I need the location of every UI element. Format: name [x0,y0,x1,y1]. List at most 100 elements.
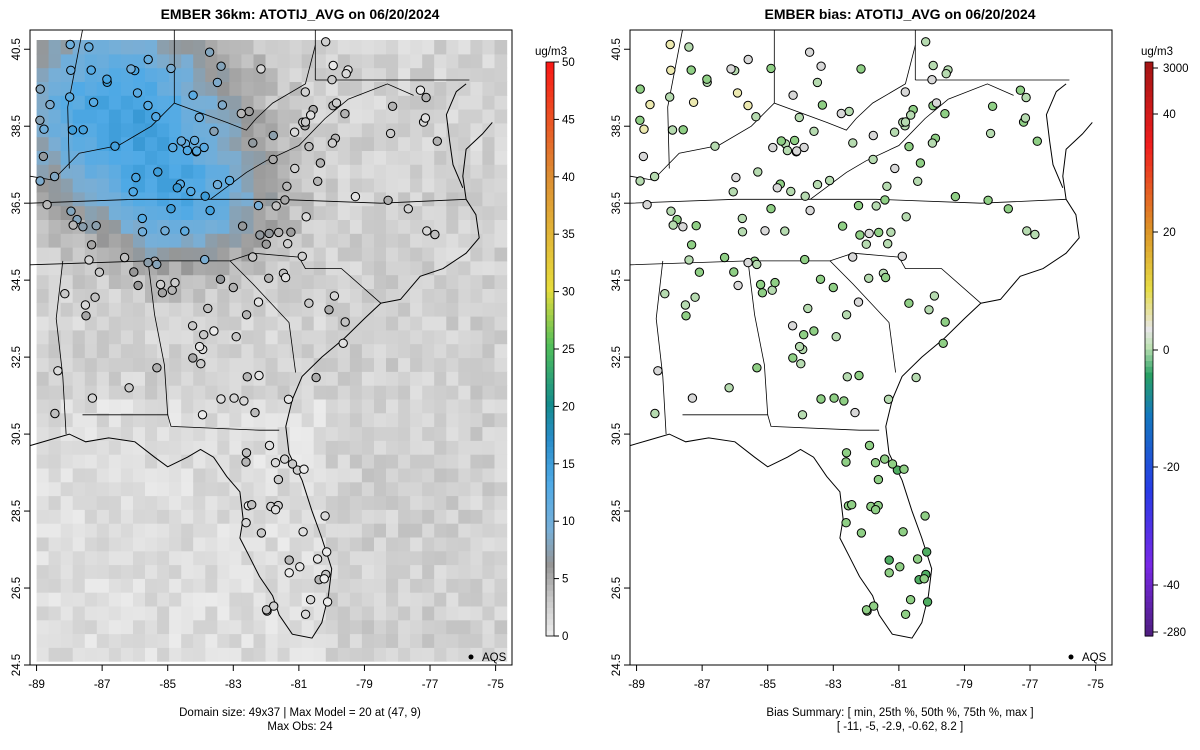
grid-cell [398,454,411,469]
grid-cell [145,81,158,96]
grid-cell [482,178,496,193]
grid-cell [374,440,387,455]
grid-cell [120,274,134,289]
grid-cell [458,274,471,289]
aqs-site-point [324,305,334,315]
aqs-site-point [295,562,305,572]
grid-cell [482,523,496,538]
grid-cell [446,523,459,538]
grid-cell [361,316,375,331]
grid-cell [410,647,423,662]
grid-cell [108,109,122,124]
grid-cell [229,647,243,662]
grid-cell [289,440,303,455]
grid-cell [325,509,339,524]
grid-cell [434,219,447,234]
grid-cell [458,495,471,510]
grid-cell [386,564,399,579]
grid-cell [229,619,243,635]
grid-cell [60,523,74,538]
grid-cell [349,509,363,524]
grid-cell [325,81,339,96]
grid-cell [72,260,86,276]
grid-cell [157,550,170,566]
grid-cell [229,302,243,317]
grid-cell [157,426,170,441]
grid-cell [410,260,423,276]
grid-cell [48,205,62,220]
colorbar-segment [546,458,554,465]
grid-cell [217,536,230,552]
aqs-bias-point [684,42,694,52]
grid-cell [410,122,423,138]
grid-cell [108,495,122,510]
aqs-site-point [67,125,78,135]
grid-cell [434,302,447,317]
grid-cell [181,260,194,276]
grid-cell [410,136,423,151]
colorbar-segment [546,90,554,97]
grid-cell [253,274,267,289]
colorbar-segment [1145,234,1153,241]
grid-cell [169,509,182,524]
aqs-site-point [283,394,294,404]
colorbar-segment [1145,394,1153,402]
aqs-site-point [143,54,153,65]
grid-cell [157,302,170,317]
aqs-site-point [176,136,187,146]
grid-cell [253,385,267,400]
grid-cell [337,191,351,207]
grid-cell [108,288,122,303]
grid-cell [361,536,375,552]
aqs-bias-point [924,305,934,315]
aqs-bias-point [755,279,766,290]
grid-cell [145,426,158,441]
aqs-bias-point [753,167,763,177]
grid-cell [205,495,218,510]
grid-cell [349,550,363,566]
grid-cell [374,122,387,138]
colorbar-frame [1144,61,1154,637]
grid-cell [313,219,327,234]
grid-cell [60,178,74,193]
y-tick-label: 40.5 [611,38,623,60]
grid-cell [84,371,98,386]
grid-cell [386,288,399,303]
aqs-site-point [129,267,139,277]
grid-cell [229,440,243,455]
grid-cell [217,260,230,276]
grid-cell [313,633,327,648]
colorbar-segment [546,205,554,212]
grid-cell [458,440,471,455]
grid-cell [398,67,411,82]
grid-cell [482,440,496,455]
grid-cell [494,481,508,497]
aqs-bias-point [732,88,743,98]
grid-cell [120,164,134,179]
grid-cell [470,150,484,165]
colorbar-segment [546,102,554,109]
grid-cell [289,495,303,510]
grid-cell [361,550,375,566]
grid-cell [169,40,182,55]
grid-cell [181,329,194,345]
grid-cell [193,467,206,483]
colorbar-segment [1145,446,1153,453]
grid-cell [181,247,194,262]
grid-cell [325,633,339,648]
grid-cell [241,150,255,165]
grid-cell [434,578,447,593]
colorbar-segment [546,159,554,166]
aqs-bias-point [854,370,864,381]
grid-cell [120,509,134,524]
aqs-bias-point [719,252,730,263]
grid-cell [84,619,98,635]
grid-cell [96,95,110,110]
colorbar-segment [1145,452,1153,459]
grid-cell [157,536,170,552]
grid-cell [96,647,110,662]
grid-cell [157,53,170,69]
grid-cell [386,329,399,345]
colorbar-segment [546,578,554,585]
grid-cell [289,136,303,151]
